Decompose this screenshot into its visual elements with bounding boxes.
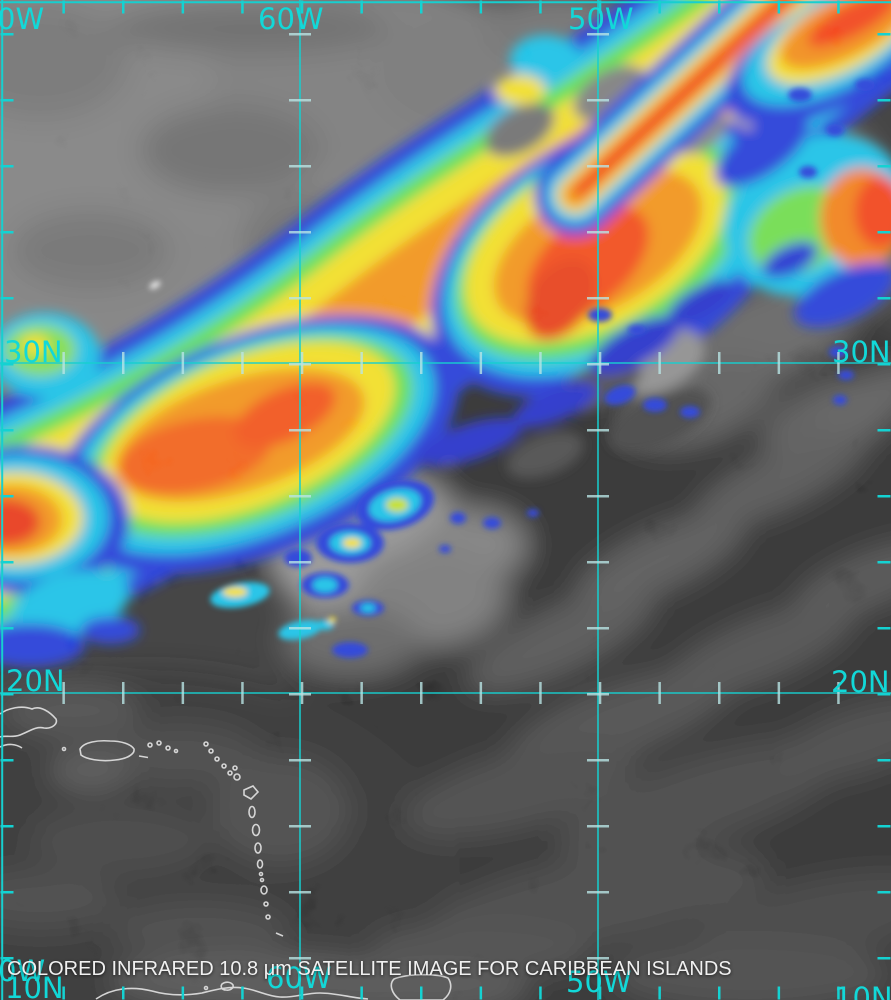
grid-label-60w-top: 60W (258, 2, 324, 36)
grid-label-60w-bottom: 60W (266, 961, 332, 995)
grid-label-30n-left: 30N (4, 335, 63, 369)
grid-label-50w-top: 50W (568, 2, 634, 36)
grid-label-30n-right: 30N (832, 335, 891, 369)
grid-label-meridian-top-partial: 0W (0, 2, 45, 36)
grid-label-meridian-bottom-partial: 0W (0, 954, 46, 988)
caption-title: COLORED INFRARED 10.8 μm SATELLITE IMAGE… (7, 958, 732, 980)
grid-label-20n-left: 20N (6, 664, 65, 698)
caption: COLORED INFRARED 10.8 μm SATELLITE IMAGE… (7, 911, 732, 1000)
grid-label-10n-bottom-right: 10N (834, 981, 891, 1000)
grid-label-10n-bottom-left: 10N (5, 971, 64, 1000)
grid-label-20n-right: 20N (831, 665, 890, 699)
grid-label-50w-bottom: 50W (566, 965, 632, 999)
